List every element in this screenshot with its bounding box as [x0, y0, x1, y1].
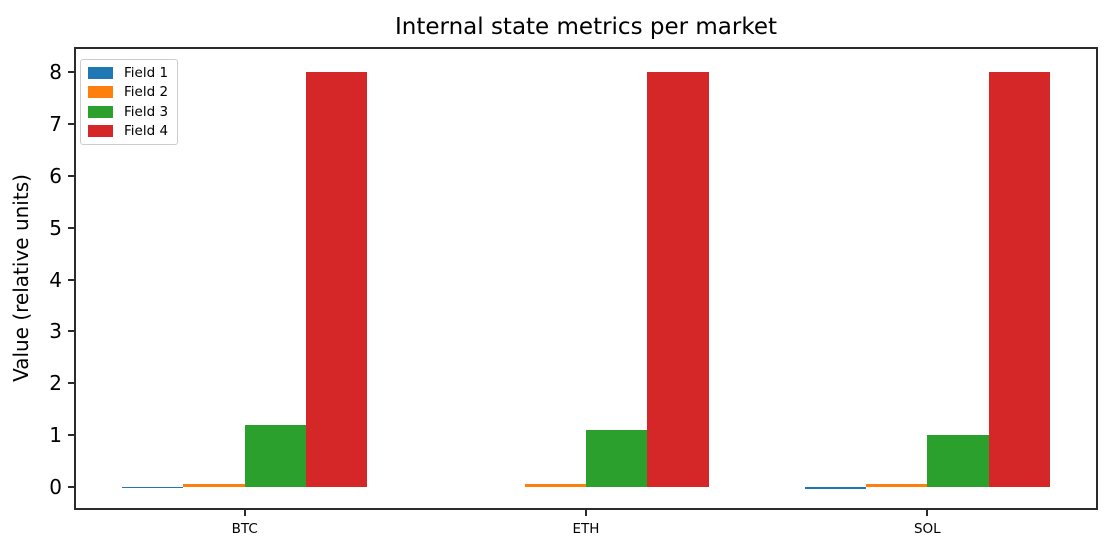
legend-label-field-2: Field 2 — [124, 84, 169, 101]
y-tick-label-0: 0 — [49, 474, 62, 499]
bar-field-2-eth — [524, 484, 586, 487]
legend-swatch-field-4 — [88, 125, 113, 138]
bar-field-3-eth — [586, 429, 648, 487]
y-tick-label-6: 6 — [49, 164, 62, 188]
x-tick-mark-btc — [243, 510, 246, 516]
bar-field-2-btc — [183, 484, 245, 487]
bar-field-4-btc — [306, 72, 368, 487]
legend-swatch-field-3 — [88, 105, 113, 118]
y-tick-label-5: 5 — [49, 215, 62, 240]
plot-area: 0 1 2 3 4 5 6 7 8 BTC ETH SOL — [49, 47, 1098, 537]
legend-row-field-2: Field 2 — [88, 84, 169, 101]
x-tick-mark-eth — [585, 510, 587, 516]
x-tick-mark-sol — [926, 510, 929, 516]
y-tick-mark-6 — [68, 175, 74, 177]
y-tick-label-7: 7 — [49, 112, 62, 137]
y-tick-mark-2 — [68, 382, 74, 385]
bar-field-1-sol — [804, 486, 866, 490]
bar-field-1-btc — [121, 486, 184, 488]
axes-spines — [74, 47, 1098, 510]
legend-row-field-4: Field 4 — [88, 123, 169, 140]
legend-label-field-3: Field 3 — [124, 103, 169, 120]
bar-field-3-sol — [927, 434, 989, 487]
y-tick-mark-0 — [68, 485, 74, 488]
legend-label-field-1: Field 1 — [124, 64, 169, 81]
bar-field-2-sol — [865, 484, 928, 487]
y-tick-label-1: 1 — [49, 422, 62, 447]
legend-swatch-field-1 — [88, 66, 113, 79]
y-tick-label-2: 2 — [49, 371, 62, 396]
y-tick-mark-1 — [68, 433, 74, 436]
x-tick-label-eth: ETH — [572, 521, 600, 537]
bar-field-4-sol — [988, 72, 1051, 487]
legend-row-field-1: Field 1 — [88, 65, 168, 81]
y-tick-label-4: 4 — [49, 267, 62, 292]
legend-row-field-3: Field 3 — [88, 104, 168, 120]
y-tick-label-3: 3 — [49, 319, 62, 344]
bar-field-4-eth — [647, 72, 709, 487]
y-tick-mark-8 — [68, 71, 74, 74]
bar-field-3-btc — [244, 424, 307, 487]
y-tick-mark-3 — [68, 330, 74, 333]
y-tick-mark-5 — [68, 226, 74, 229]
y-tick-mark-4 — [68, 278, 74, 281]
legend: Field 1 Field 2 Field 3 Field 4 — [80, 59, 179, 145]
x-tick-label-sol: SOL — [913, 521, 941, 537]
legend-swatch-field-2 — [88, 86, 113, 99]
y-tick-mark-7 — [68, 123, 74, 126]
y-tick-label-8: 8 — [49, 60, 62, 85]
chart-title: Internal state metrics per market — [394, 14, 778, 40]
legend-label-field-4: Field 4 — [124, 123, 169, 140]
x-tick-label-btc: BTC — [231, 521, 258, 537]
